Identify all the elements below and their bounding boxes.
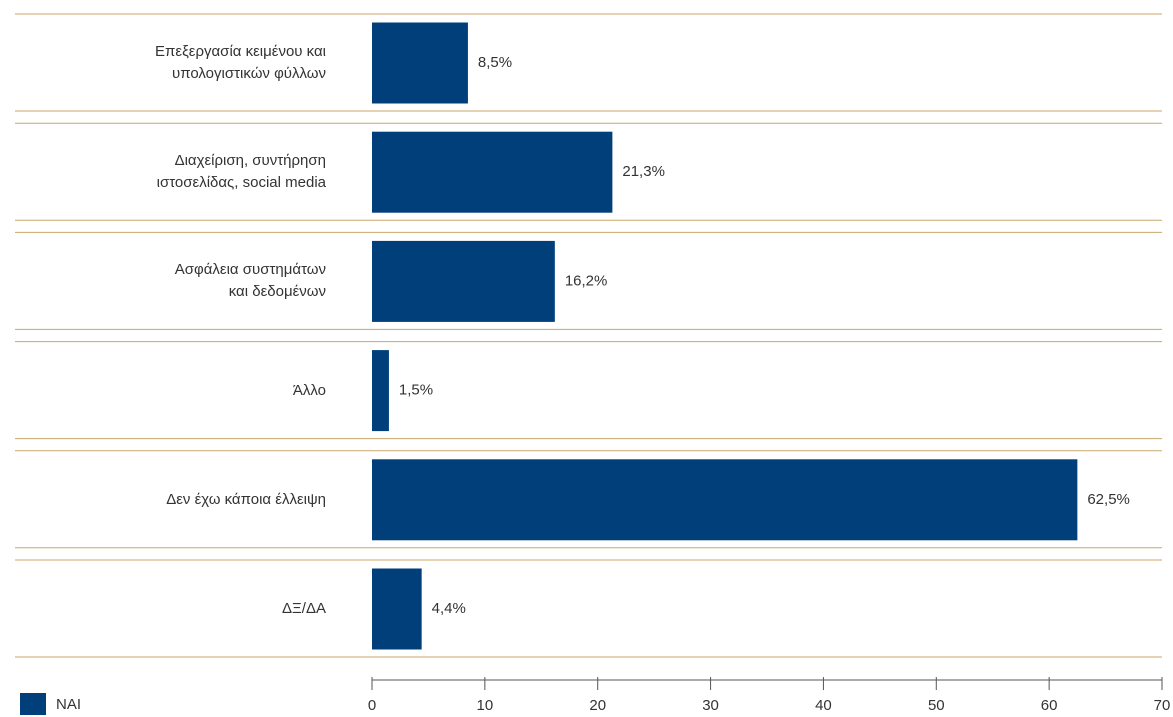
value-label: 21,3% <box>622 163 665 180</box>
value-label: 4,4% <box>432 600 466 617</box>
category-label: Επεξεργασία κειμένου και υπολογιστικών φ… <box>155 43 326 82</box>
bar <box>372 240 555 322</box>
x-tick-label: 40 <box>815 697 832 714</box>
x-tick-label: 30 <box>702 697 719 714</box>
value-label: 1,5% <box>399 382 433 399</box>
bar <box>372 131 613 213</box>
x-tick-label: 60 <box>1041 697 1058 714</box>
x-tick-label: 10 <box>477 697 494 714</box>
category-label: Δεν έχω κάποια έλλειψη <box>166 490 326 508</box>
category-label: Ασφάλεια συστημάτων και δεδομένων <box>174 261 326 301</box>
legend-label: ΝΑΙ <box>56 696 81 713</box>
x-tick-label: 0 <box>368 697 376 714</box>
bar <box>372 350 389 432</box>
value-label: 62,5% <box>1087 491 1130 508</box>
x-tick-label: 50 <box>928 697 945 714</box>
value-label: 16,2% <box>565 272 608 289</box>
category-label: Διαχείριση, συντήρηση ιστοσελίδας, socia… <box>156 152 326 192</box>
category-label: Άλλο <box>292 381 326 399</box>
bar <box>372 568 422 650</box>
legend-swatch <box>20 693 46 715</box>
value-label: 8,5% <box>478 54 512 71</box>
category-label: ΔΞ/ΔΑ <box>282 600 326 617</box>
bar <box>372 22 468 104</box>
x-tick-label: 70 <box>1154 697 1171 714</box>
bar <box>372 459 1078 541</box>
x-tick-label: 20 <box>589 697 606 714</box>
